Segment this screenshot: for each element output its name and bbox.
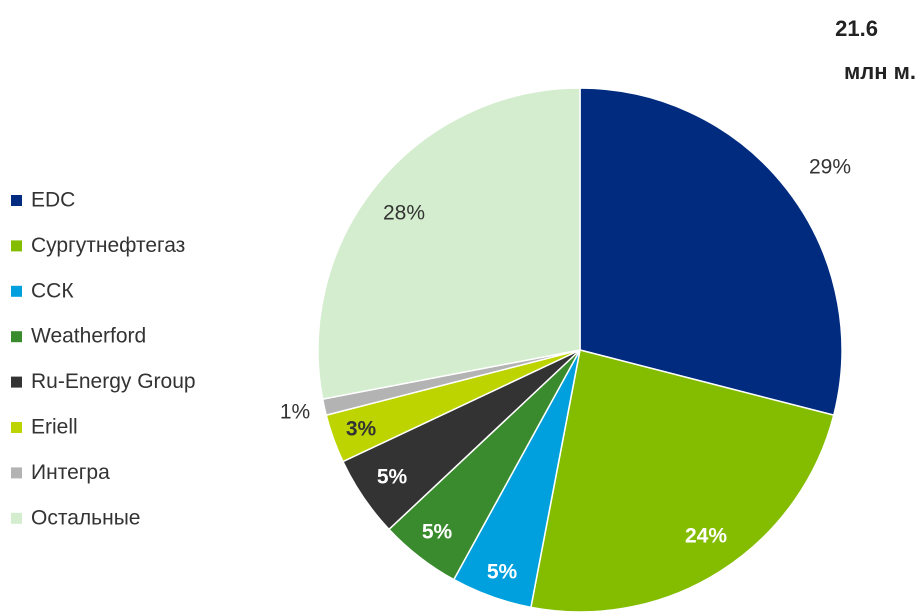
data-label: 29%	[809, 156, 851, 179]
data-label: 1%	[280, 401, 310, 424]
legend-label: Weatherford	[31, 325, 146, 348]
legend-swatch	[11, 376, 22, 388]
pie-slice	[579, 87, 843, 417]
data-label: 24%	[685, 525, 727, 548]
legend-label: Сургутнефтегаз	[31, 234, 185, 257]
chart-subtitle: млн м.	[844, 59, 916, 84]
data-label: 28%	[383, 202, 425, 225]
legend-swatch	[11, 467, 22, 479]
legend-swatch	[11, 422, 22, 433]
data-label: 5%	[487, 561, 518, 584]
data-label: 3%	[346, 418, 377, 441]
legend-label: Остальные	[31, 506, 140, 529]
legend-label: Eriell	[31, 416, 78, 439]
legend-swatch	[11, 331, 22, 343]
data-label: 5%	[377, 466, 408, 489]
legend-label: Интегра	[31, 461, 110, 484]
legend-label: ССК	[31, 279, 74, 302]
legend-label: Ru-Energy Group	[31, 370, 196, 393]
data-label: 5%	[422, 521, 453, 544]
legend-swatch	[11, 285, 22, 297]
pie-slice	[317, 87, 581, 400]
legend-swatch	[11, 512, 22, 524]
legend-swatch	[11, 240, 22, 252]
legend-swatch	[11, 195, 22, 206]
legend-label: EDC	[31, 189, 75, 212]
chart-title: 21.6	[835, 16, 878, 41]
